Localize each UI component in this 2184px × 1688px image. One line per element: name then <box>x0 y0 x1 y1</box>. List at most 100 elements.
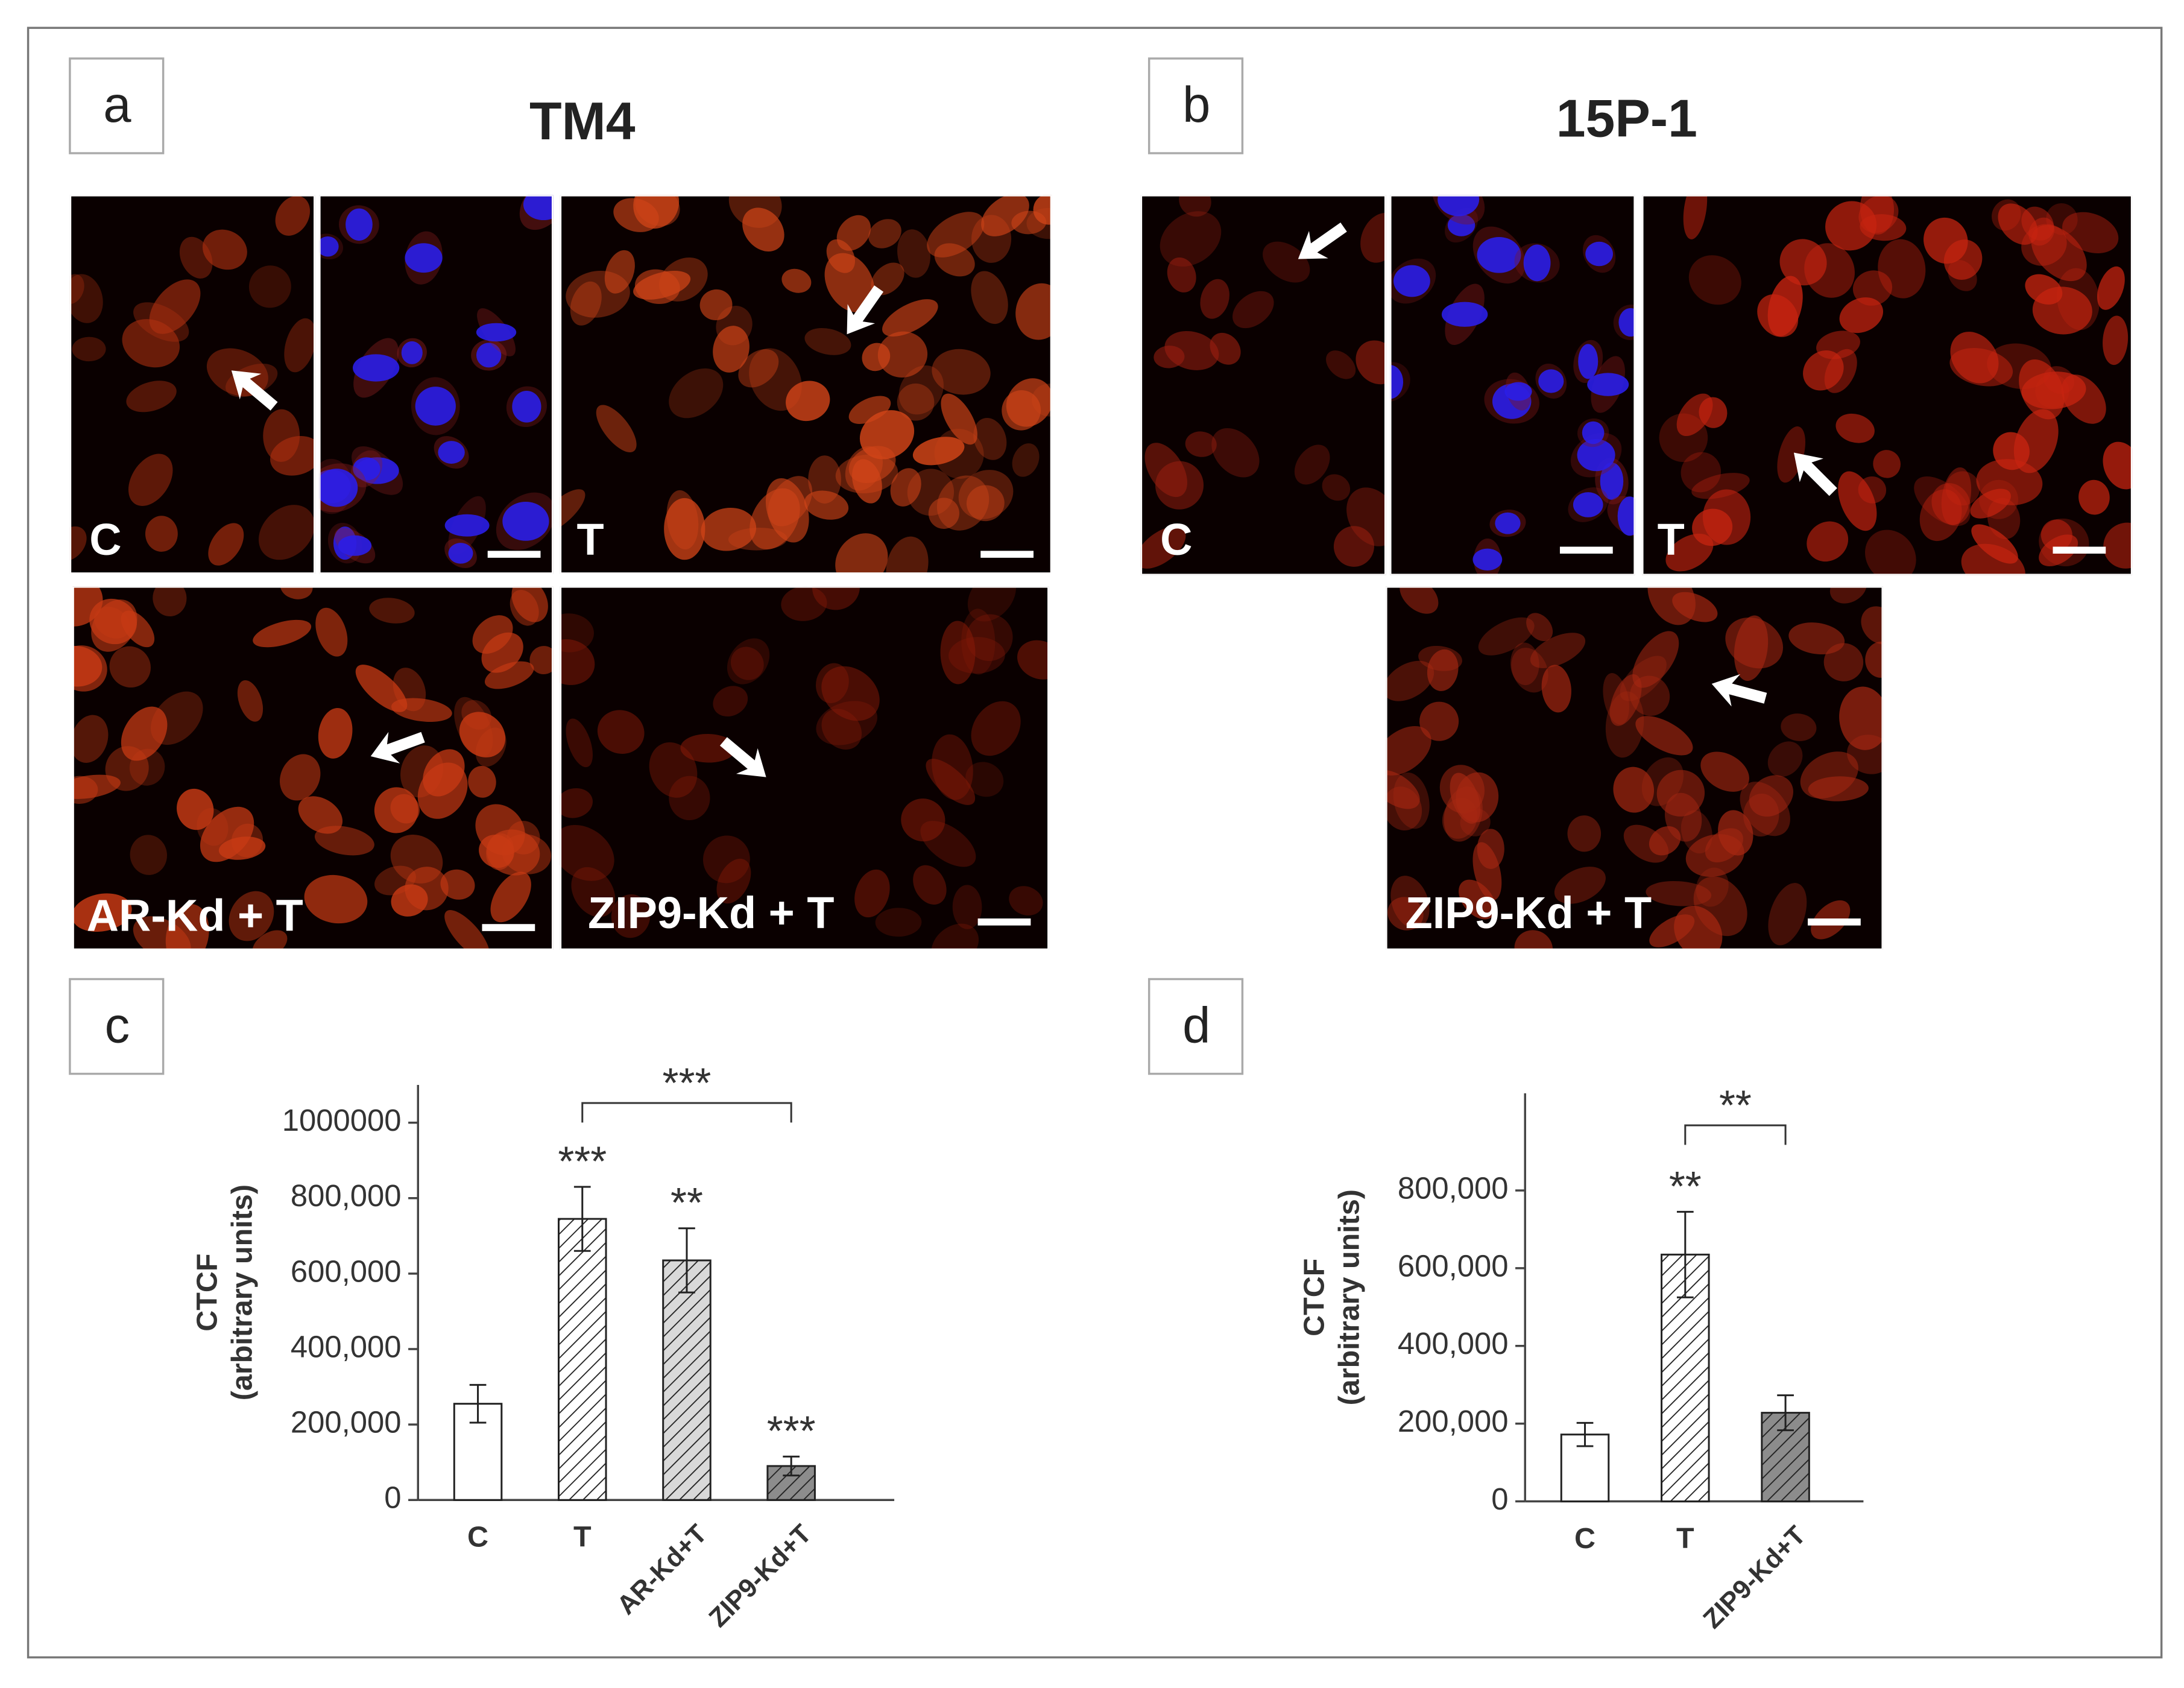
cell <box>901 798 945 842</box>
cell <box>229 891 274 941</box>
cell <box>444 910 490 950</box>
cell <box>121 706 168 761</box>
y-tick-label: 200,000 <box>291 1405 402 1440</box>
micrograph <box>560 195 1052 574</box>
cell <box>1263 241 1310 283</box>
significance: ** <box>671 1179 703 1226</box>
cell <box>1835 413 1875 443</box>
micrograph-bg <box>69 195 315 574</box>
nucleus <box>1523 244 1551 282</box>
cell <box>1386 660 1434 701</box>
cell <box>1002 390 1041 431</box>
cell <box>952 885 982 929</box>
cell <box>318 707 353 759</box>
cell <box>1992 199 2021 231</box>
cell <box>122 319 180 368</box>
cell <box>2097 266 2125 310</box>
cell <box>1356 340 1386 385</box>
micrograph <box>560 586 1049 950</box>
nucleus <box>1618 308 1635 337</box>
cell <box>941 393 977 445</box>
cell <box>202 229 247 270</box>
cell <box>1734 615 1769 681</box>
cell <box>765 478 809 543</box>
significance-bracket <box>1684 1124 1787 1145</box>
panel-label-box <box>69 57 165 154</box>
cell <box>1567 815 1602 852</box>
panel-label: a <box>103 77 131 133</box>
cell <box>1718 810 1753 856</box>
nucleus <box>338 535 372 556</box>
cell <box>1838 471 1877 531</box>
cell <box>560 613 594 653</box>
cell <box>105 746 149 791</box>
cell <box>701 508 757 551</box>
panel-label: c <box>105 997 130 1054</box>
cell <box>1623 824 1669 863</box>
cell <box>1803 350 1844 391</box>
cell <box>128 454 173 506</box>
significance-bracket <box>581 1102 792 1123</box>
cell <box>702 835 750 884</box>
y-tick-label: 600,000 <box>291 1254 402 1288</box>
cell <box>958 470 1014 519</box>
cell <box>150 691 203 745</box>
cell <box>1914 476 1971 526</box>
y-tick-label: 0 <box>384 1481 401 1515</box>
cell <box>804 490 849 520</box>
cell <box>369 598 415 624</box>
cell <box>315 607 348 657</box>
cell <box>2013 409 2059 473</box>
nucleus <box>1477 236 1521 273</box>
cell <box>1808 776 1869 801</box>
arrow <box>1711 674 1767 707</box>
cell <box>69 274 103 323</box>
image-label: C <box>1160 514 1192 564</box>
cell <box>1749 775 1793 817</box>
cell <box>897 383 935 421</box>
cell <box>72 337 106 362</box>
cell <box>1140 526 1186 569</box>
cell <box>1683 195 1708 239</box>
cell <box>2035 374 2069 408</box>
cell <box>1945 471 1980 506</box>
cell <box>890 468 921 507</box>
nucleus <box>405 243 443 273</box>
cell <box>966 485 1005 522</box>
cell <box>1009 886 1043 916</box>
cell <box>253 619 312 648</box>
nucleus <box>1582 421 1605 444</box>
cell <box>454 697 493 757</box>
cell <box>1931 483 1971 525</box>
cell <box>423 749 465 797</box>
cell <box>1419 701 1459 741</box>
cell <box>664 498 705 560</box>
cell <box>2028 217 2055 246</box>
bar <box>557 1218 607 1501</box>
nucleus <box>1390 365 1404 399</box>
cell <box>440 869 475 900</box>
nucleus <box>476 323 517 342</box>
cell <box>1179 195 1211 217</box>
cell <box>728 528 787 551</box>
cell <box>1012 443 1040 477</box>
bar <box>662 1259 712 1501</box>
cell <box>475 727 507 767</box>
cell <box>1950 332 1999 384</box>
y-tick-label: 0 <box>1491 1482 1508 1516</box>
nucleus <box>1577 439 1615 472</box>
nucleus <box>319 236 339 257</box>
cell <box>1400 586 1439 614</box>
cell <box>1333 526 1374 567</box>
cell <box>1971 524 2018 564</box>
cell <box>1632 631 1679 688</box>
image-label: T <box>577 514 604 564</box>
nucleus <box>1587 373 1629 396</box>
cell <box>2078 479 2110 515</box>
arrow <box>719 737 766 777</box>
cell <box>934 243 975 277</box>
cell <box>2043 366 2075 394</box>
cell <box>928 498 959 529</box>
x-tick-label: T <box>1676 1522 1694 1555</box>
